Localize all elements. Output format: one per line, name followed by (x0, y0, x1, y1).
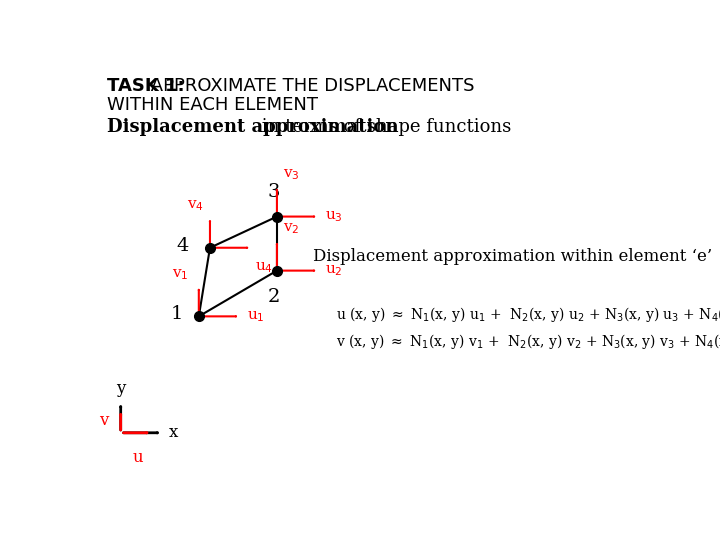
Text: TASK 1:: TASK 1: (107, 77, 184, 95)
Text: Displacement approximation within element ‘e’: Displacement approximation within elemen… (313, 247, 713, 265)
Text: v: v (99, 412, 109, 429)
Text: v$_4$: v$_4$ (187, 199, 204, 213)
Text: u$_2$: u$_2$ (325, 264, 343, 278)
Text: u$_1$: u$_1$ (248, 309, 265, 323)
Text: Displacement approximation: Displacement approximation (107, 118, 398, 136)
Text: v$_1$: v$_1$ (172, 267, 189, 282)
Text: APPROXIMATE THE DISPLACEMENTS: APPROXIMATE THE DISPLACEMENTS (145, 77, 474, 95)
Text: 4: 4 (176, 237, 189, 255)
Text: 2: 2 (268, 288, 280, 306)
Text: WITHIN EACH ELEMENT: WITHIN EACH ELEMENT (107, 96, 318, 114)
Text: u: u (132, 449, 143, 465)
Text: x: x (169, 424, 179, 441)
Text: in terms of shape functions: in terms of shape functions (256, 118, 511, 136)
Text: y: y (116, 380, 125, 396)
Text: v$_2$: v$_2$ (282, 221, 299, 236)
Text: v$_3$: v$_3$ (282, 167, 300, 182)
Text: u$_4$: u$_4$ (255, 260, 273, 275)
Text: u$_3$: u$_3$ (325, 209, 343, 224)
Text: u (x, y) $\approx$ N$_1$(x, y) u$_1$ +  N$_2$(x, y) u$_2$ + N$_3$(x, y) u$_3$ + : u (x, y) $\approx$ N$_1$(x, y) u$_1$ + N… (336, 305, 720, 324)
Text: v (x, y) $\approx$ N$_1$(x, y) v$_1$ +  N$_2$(x, y) v$_2$ + N$_3$(x, y) v$_3$ + : v (x, y) $\approx$ N$_1$(x, y) v$_1$ + N… (336, 332, 720, 351)
Text: 1: 1 (171, 305, 183, 323)
Text: 3: 3 (268, 183, 280, 201)
